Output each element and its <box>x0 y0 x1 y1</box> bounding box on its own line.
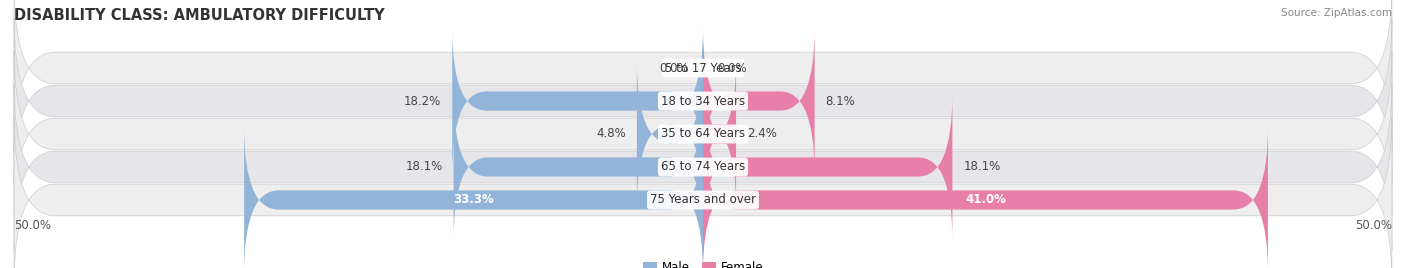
Text: 2.4%: 2.4% <box>747 128 778 140</box>
Text: 75 Years and over: 75 Years and over <box>650 193 756 206</box>
Text: DISABILITY CLASS: AMBULATORY DIFFICULTY: DISABILITY CLASS: AMBULATORY DIFFICULTY <box>14 8 385 23</box>
Text: 5 to 17 Years: 5 to 17 Years <box>665 62 741 75</box>
Text: 18.1%: 18.1% <box>405 161 443 173</box>
Text: 18 to 34 Years: 18 to 34 Years <box>661 95 745 107</box>
Text: 41.0%: 41.0% <box>965 193 1005 206</box>
FancyBboxPatch shape <box>14 117 1392 268</box>
Legend: Male, Female: Male, Female <box>638 256 768 268</box>
Text: Source: ZipAtlas.com: Source: ZipAtlas.com <box>1281 8 1392 18</box>
FancyBboxPatch shape <box>703 28 814 174</box>
Text: 18.1%: 18.1% <box>963 161 1001 173</box>
FancyBboxPatch shape <box>703 127 1268 268</box>
FancyBboxPatch shape <box>454 94 703 240</box>
FancyBboxPatch shape <box>637 61 703 207</box>
Text: 0.0%: 0.0% <box>659 62 689 75</box>
FancyBboxPatch shape <box>702 61 738 207</box>
Text: 50.0%: 50.0% <box>14 219 51 232</box>
FancyBboxPatch shape <box>14 84 1392 250</box>
FancyBboxPatch shape <box>245 127 703 268</box>
FancyBboxPatch shape <box>703 94 952 240</box>
Text: 65 to 74 Years: 65 to 74 Years <box>661 161 745 173</box>
Text: 18.2%: 18.2% <box>404 95 441 107</box>
FancyBboxPatch shape <box>14 18 1392 184</box>
Text: 0.0%: 0.0% <box>717 62 747 75</box>
FancyBboxPatch shape <box>14 0 1392 151</box>
FancyBboxPatch shape <box>14 51 1392 217</box>
Text: 33.3%: 33.3% <box>453 193 494 206</box>
Text: 8.1%: 8.1% <box>825 95 855 107</box>
Text: 4.8%: 4.8% <box>596 128 626 140</box>
FancyBboxPatch shape <box>453 28 703 174</box>
Text: 35 to 64 Years: 35 to 64 Years <box>661 128 745 140</box>
Text: 50.0%: 50.0% <box>1355 219 1392 232</box>
